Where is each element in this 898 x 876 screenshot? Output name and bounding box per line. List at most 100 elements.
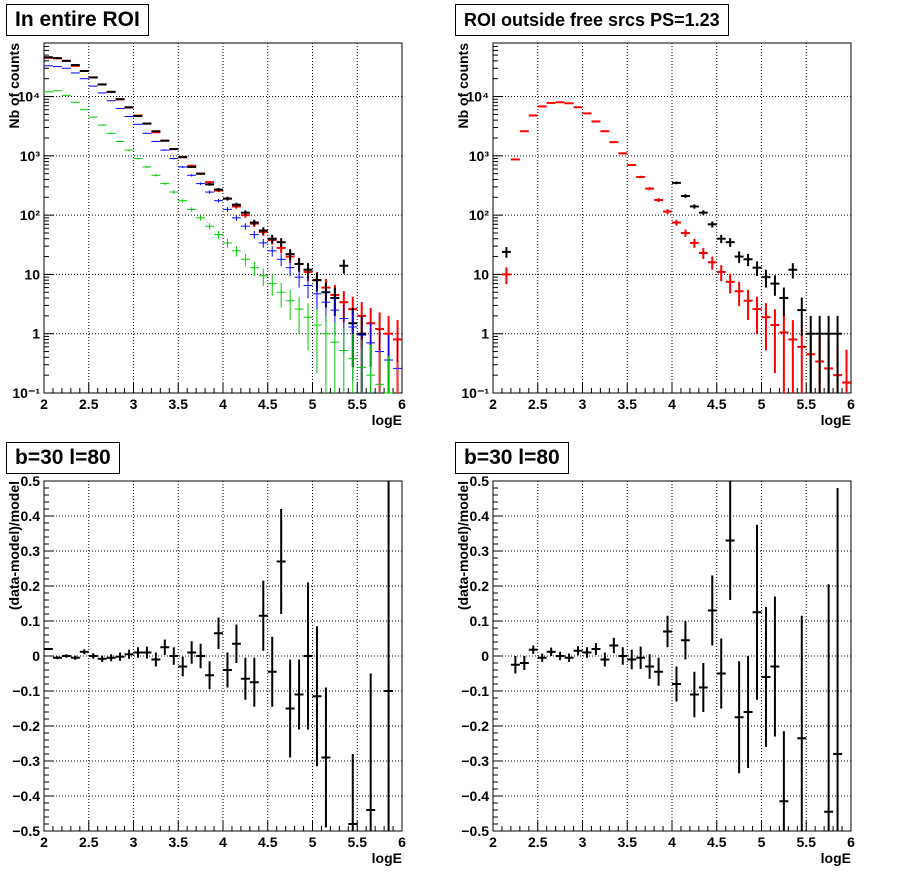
- y-tick-label: 10: [473, 266, 489, 282]
- data-point: [339, 259, 349, 274]
- y-tick-label: 10⁴: [18, 89, 41, 105]
- data-point: [79, 649, 89, 655]
- data-point: [151, 174, 161, 177]
- data-point: [231, 202, 241, 207]
- data-point: [384, 356, 394, 394]
- data-point: [205, 223, 215, 230]
- data-point: [734, 661, 744, 774]
- data-point: [716, 638, 726, 709]
- x-tick-label: 3.5: [169, 396, 189, 412]
- data-point: [627, 164, 637, 167]
- data-point: [115, 107, 125, 109]
- data-point: [52, 656, 62, 660]
- data-point: [609, 637, 619, 654]
- data-point: [752, 261, 762, 277]
- x-tick-label: 6: [847, 834, 855, 850]
- data-point: [133, 647, 143, 658]
- data-point: [276, 238, 286, 247]
- data-point: [133, 157, 143, 160]
- data-point: [591, 120, 601, 123]
- data-point: [303, 582, 313, 730]
- data-point: [231, 624, 241, 663]
- data-point: [312, 284, 322, 310]
- x-tick-label: 4: [219, 834, 227, 850]
- y-tick-label: 0.1: [470, 613, 490, 629]
- data-point: [573, 646, 583, 656]
- x-tick-label: 2.5: [528, 834, 548, 850]
- data-point: [294, 659, 304, 730]
- x-tick-label: 2.5: [79, 396, 99, 412]
- y-tick-label: 0.4: [21, 508, 41, 524]
- data-point: [303, 276, 313, 299]
- data-point: [636, 175, 646, 179]
- data-point: [169, 647, 179, 665]
- y-tick-label: 0.3: [470, 543, 490, 559]
- data-point: [124, 106, 134, 109]
- data-point: [223, 652, 232, 688]
- chart-panel-residuals-right: 2 2.5 3 3.5 4 4.5 5 5.5 6 −0.5 −0.4 −0.3 −0.2 −0.1 0 0.…: [449, 438, 898, 876]
- data-point: [375, 350, 385, 393]
- chart-panel-roi-outside-free-srcs: 2 2.5 3 3.5 4 4.5 5 5.5 6 10⁻¹ 1 10 10² 10³ 10⁴ logE Nb …: [449, 0, 898, 438]
- data-point: [267, 246, 277, 257]
- data-point: [609, 141, 619, 144]
- chart-title: b=30 l=80: [6, 442, 120, 474]
- data-point: [591, 643, 601, 655]
- tick-marks: [43, 480, 403, 832]
- x-tick-label: 5.5: [797, 834, 817, 850]
- data-point: [160, 639, 170, 655]
- x-tick-label: 2: [489, 834, 497, 850]
- y-tick-label: 0.5: [470, 473, 490, 489]
- x-tick-label: 5.5: [348, 834, 368, 850]
- data-point: [537, 653, 547, 662]
- data-point: [528, 114, 538, 117]
- data-point: [321, 687, 331, 828]
- x-tick-label: 4: [219, 396, 227, 412]
- data-point: [205, 661, 215, 690]
- data-point: [115, 98, 125, 101]
- data-series: [510, 481, 843, 831]
- data-point: [115, 140, 125, 143]
- data-point: [115, 652, 125, 661]
- x-tick-label: 2: [489, 396, 497, 412]
- y-tick-label: −0.1: [12, 683, 40, 699]
- x-axis-label: logE: [372, 412, 402, 428]
- y-tick-label: 1: [481, 326, 489, 342]
- data-point: [258, 238, 268, 248]
- chart-title: b=30 l=80: [455, 442, 569, 474]
- chart-title: ROI outside free srcs PS=1.23: [455, 4, 729, 36]
- data-point: [249, 261, 259, 277]
- data-point: [61, 94, 71, 96]
- data-series: [501, 101, 851, 393]
- data-point: [725, 481, 735, 600]
- x-tick-label: 5: [758, 396, 766, 412]
- x-axis-label: logE: [821, 850, 851, 866]
- data-point: [303, 303, 313, 351]
- data-point: [276, 282, 286, 308]
- data-point: [833, 315, 843, 393]
- data-point: [214, 231, 223, 239]
- data-point: [339, 328, 349, 393]
- data-point: [187, 207, 197, 212]
- data-point: [546, 647, 556, 656]
- y-tick-label: 10³: [20, 148, 41, 164]
- data-point: [600, 130, 610, 133]
- data-series: [44, 56, 402, 393]
- y-tick-label: 10²: [469, 207, 490, 223]
- data-point: [231, 246, 241, 257]
- chart-svg: 2 2.5 3 3.5 4 4.5 5 5.5 6 10⁻¹ 1 10 10² 10³ 10⁴ logE Nb …: [6, 42, 406, 428]
- data-point: [231, 215, 241, 221]
- data-point: [61, 654, 71, 658]
- data-point: [743, 253, 753, 267]
- data-point: [519, 656, 529, 670]
- data-point: [537, 105, 547, 108]
- data-point: [761, 269, 771, 288]
- data-point: [366, 344, 376, 393]
- data-point: [501, 267, 511, 285]
- data-point: [627, 649, 637, 670]
- data-point: [779, 731, 789, 831]
- data-point: [672, 219, 681, 226]
- x-tick-label: 2.5: [79, 834, 99, 850]
- y-tick-label: 10²: [20, 207, 41, 223]
- data-point: [205, 190, 215, 194]
- data-point: [698, 210, 708, 216]
